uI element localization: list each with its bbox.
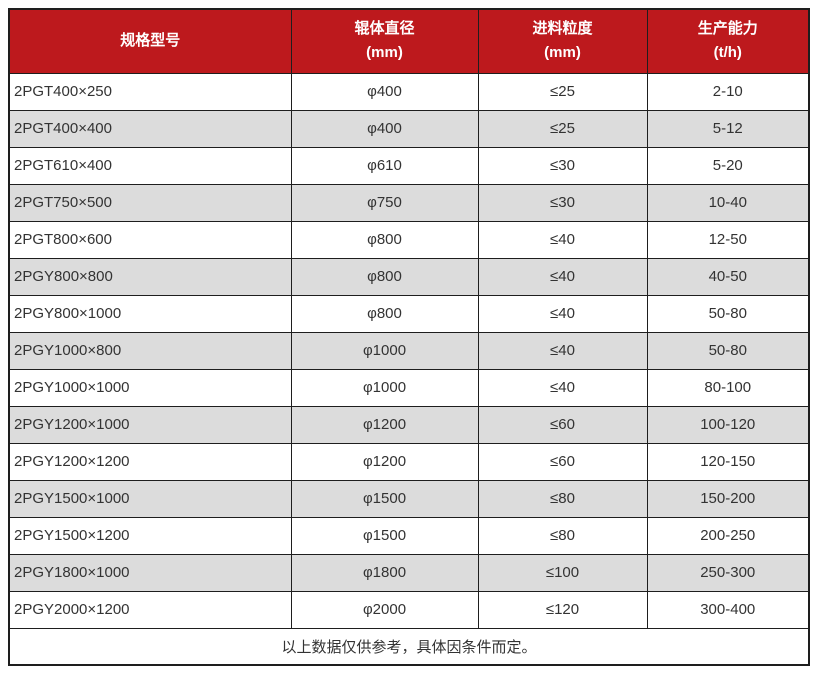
col-header-model: 规格型号 bbox=[8, 8, 292, 74]
table-row: 2PGT400×400 φ400 ≤25 5-12 bbox=[8, 109, 810, 148]
cell-roller-diameter: φ400 bbox=[290, 72, 479, 111]
table-row: 2PGT800×600 φ800 ≤40 12-50 bbox=[8, 220, 810, 259]
cell-feed-size: ≤40 bbox=[477, 220, 648, 259]
cell-model: 2PGT610×400 bbox=[8, 146, 292, 185]
cell-capacity: 80-100 bbox=[646, 368, 810, 407]
cell-feed-size: ≤60 bbox=[477, 442, 648, 481]
cell-capacity: 250-300 bbox=[646, 553, 810, 592]
cell-model: 2PGY1800×1000 bbox=[8, 553, 292, 592]
col-header-roller-diameter-label: 辊体直径 bbox=[354, 20, 415, 38]
cell-feed-size: ≤80 bbox=[477, 479, 648, 518]
cell-feed-size: ≤80 bbox=[477, 516, 648, 555]
cell-capacity: 120-150 bbox=[646, 442, 810, 481]
cell-capacity: 200-250 bbox=[646, 516, 810, 555]
cell-feed-size: ≤40 bbox=[477, 331, 648, 370]
cell-capacity: 10-40 bbox=[646, 183, 810, 222]
cell-capacity: 50-80 bbox=[646, 294, 810, 333]
cell-capacity: 12-50 bbox=[646, 220, 810, 259]
cell-roller-diameter: φ1000 bbox=[290, 331, 479, 370]
cell-feed-size: ≤25 bbox=[477, 72, 648, 111]
cell-model: 2PGT750×500 bbox=[8, 183, 292, 222]
cell-capacity: 150-200 bbox=[646, 479, 810, 518]
cell-roller-diameter: φ1800 bbox=[290, 553, 479, 592]
spec-table: 规格型号 辊体直径 (mm) 进料粒度 (mm) 生产能力 (t/h) 2PGT… bbox=[8, 8, 810, 666]
cell-feed-size: ≤25 bbox=[477, 109, 648, 148]
cell-model: 2PGY1500×1200 bbox=[8, 516, 292, 555]
cell-model: 2PGY1000×800 bbox=[8, 331, 292, 370]
cell-feed-size: ≤40 bbox=[477, 294, 648, 333]
cell-roller-diameter: φ1200 bbox=[290, 442, 479, 481]
cell-capacity: 50-80 bbox=[646, 331, 810, 370]
cell-model: 2PGY1200×1000 bbox=[8, 405, 292, 444]
cell-capacity: 100-120 bbox=[646, 405, 810, 444]
col-header-capacity-label: 生产能力 bbox=[697, 20, 758, 38]
footer-row: 以上数据仅供参考，具体因条件而定。 bbox=[8, 627, 810, 666]
cell-model: 2PGT400×400 bbox=[8, 109, 292, 148]
table-row: 2PGY1500×1200 φ1500 ≤80 200-250 bbox=[8, 516, 810, 555]
table-footer: 以上数据仅供参考，具体因条件而定。 bbox=[8, 627, 810, 666]
col-header-capacity-unit: (t/h) bbox=[713, 44, 742, 62]
cell-capacity: 5-20 bbox=[646, 146, 810, 185]
cell-feed-size: ≤30 bbox=[477, 146, 648, 185]
table-row: 2PGY1200×1200 φ1200 ≤60 120-150 bbox=[8, 442, 810, 481]
col-header-roller-diameter: 辊体直径 (mm) bbox=[290, 8, 479, 74]
table-row: 2PGY2000×1200 φ2000 ≤120 300-400 bbox=[8, 590, 810, 629]
table-row: 2PGY1000×1000 φ1000 ≤40 80-100 bbox=[8, 368, 810, 407]
col-header-feed-size-unit: (mm) bbox=[544, 44, 581, 62]
cell-roller-diameter: φ800 bbox=[290, 257, 479, 296]
cell-model: 2PGY800×1000 bbox=[8, 294, 292, 333]
col-header-feed-size-label: 进料粒度 bbox=[532, 20, 593, 38]
table-body: 2PGT400×250 φ400 ≤25 2-10 2PGT400×400 φ400 ≤25… bbox=[8, 72, 810, 629]
col-header-feed-size: 进料粒度 (mm) bbox=[477, 8, 648, 74]
table-row: 2PGY1800×1000 φ1800 ≤100 250-300 bbox=[8, 553, 810, 592]
cell-capacity: 2-10 bbox=[646, 72, 810, 111]
table-row: 2PGY1000×800 φ1000 ≤40 50-80 bbox=[8, 331, 810, 370]
cell-model: 2PGY1000×1000 bbox=[8, 368, 292, 407]
cell-roller-diameter: φ1000 bbox=[290, 368, 479, 407]
header-row: 规格型号 辊体直径 (mm) 进料粒度 (mm) 生产能力 (t/h) bbox=[8, 8, 810, 74]
cell-roller-diameter: φ1500 bbox=[290, 479, 479, 518]
table-row: 2PGT400×250 φ400 ≤25 2-10 bbox=[8, 72, 810, 111]
cell-model: 2PGY800×800 bbox=[8, 257, 292, 296]
cell-model: 2PGY1500×1000 bbox=[8, 479, 292, 518]
cell-roller-diameter: φ610 bbox=[290, 146, 479, 185]
table-row: 2PGY1500×1000 φ1500 ≤80 150-200 bbox=[8, 479, 810, 518]
cell-roller-diameter: φ800 bbox=[290, 294, 479, 333]
cell-feed-size: ≤30 bbox=[477, 183, 648, 222]
table-row: 2PGT750×500 φ750 ≤30 10-40 bbox=[8, 183, 810, 222]
cell-roller-diameter: φ800 bbox=[290, 220, 479, 259]
cell-capacity: 300-400 bbox=[646, 590, 810, 629]
cell-feed-size: ≤120 bbox=[477, 590, 648, 629]
table-row: 2PGY800×1000 φ800 ≤40 50-80 bbox=[8, 294, 810, 333]
cell-model: 2PGY1200×1200 bbox=[8, 442, 292, 481]
cell-roller-diameter: φ750 bbox=[290, 183, 479, 222]
cell-model: 2PGT800×600 bbox=[8, 220, 292, 259]
cell-feed-size: ≤60 bbox=[477, 405, 648, 444]
table-row: 2PGY800×800 φ800 ≤40 40-50 bbox=[8, 257, 810, 296]
col-header-roller-diameter-unit: (mm) bbox=[366, 44, 403, 62]
cell-feed-size: ≤100 bbox=[477, 553, 648, 592]
spec-table-container: 规格型号 辊体直径 (mm) 进料粒度 (mm) 生产能力 (t/h) 2PGT… bbox=[8, 8, 810, 666]
cell-model: 2PGY2000×1200 bbox=[8, 590, 292, 629]
table-footnote: 以上数据仅供参考，具体因条件而定。 bbox=[8, 627, 810, 666]
cell-roller-diameter: φ2000 bbox=[290, 590, 479, 629]
cell-feed-size: ≤40 bbox=[477, 368, 648, 407]
table-row: 2PGT610×400 φ610 ≤30 5-20 bbox=[8, 146, 810, 185]
col-header-capacity: 生产能力 (t/h) bbox=[646, 8, 810, 74]
table-header: 规格型号 辊体直径 (mm) 进料粒度 (mm) 生产能力 (t/h) bbox=[8, 8, 810, 74]
cell-roller-diameter: φ1500 bbox=[290, 516, 479, 555]
cell-capacity: 5-12 bbox=[646, 109, 810, 148]
cell-roller-diameter: φ400 bbox=[290, 109, 479, 148]
cell-roller-diameter: φ1200 bbox=[290, 405, 479, 444]
col-header-model-label: 规格型号 bbox=[120, 32, 181, 50]
cell-model: 2PGT400×250 bbox=[8, 72, 292, 111]
cell-capacity: 40-50 bbox=[646, 257, 810, 296]
table-row: 2PGY1200×1000 φ1200 ≤60 100-120 bbox=[8, 405, 810, 444]
cell-feed-size: ≤40 bbox=[477, 257, 648, 296]
